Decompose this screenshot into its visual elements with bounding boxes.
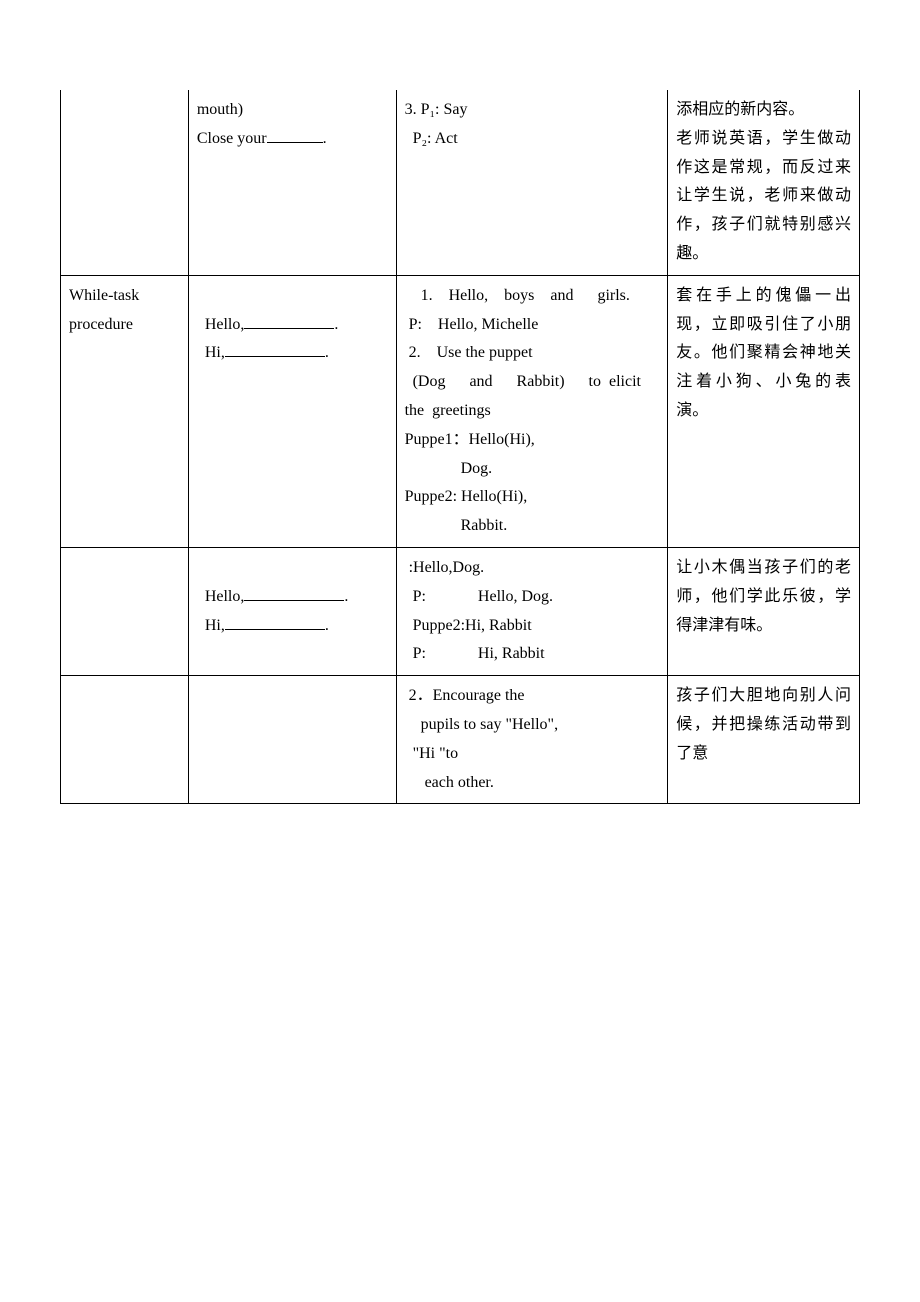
text-line: Close your. <box>197 125 388 154</box>
text-line <box>197 554 388 583</box>
text-line: 2. Use the puppet <box>405 339 660 368</box>
stage-cell <box>61 676 189 804</box>
content-cell: Hello,. Hi,. <box>188 275 396 547</box>
text-line: Dog. <box>405 455 660 484</box>
text-fragment: . <box>334 316 338 333</box>
text-line: Hello,. <box>197 583 388 612</box>
text-line: Puppe2: Hello(Hi), <box>405 483 660 512</box>
text-line: Hi,. <box>197 339 388 368</box>
table-row: 2．Encourage the pupils to say "Hello", "… <box>61 676 860 804</box>
text-fragment: Hello, <box>197 588 245 605</box>
text-line: each other. <box>405 769 660 798</box>
text-line: Hi,. <box>197 612 388 641</box>
table-row: While-task procedure Hello,. Hi,. 1. Hel… <box>61 275 860 547</box>
text-fragment: Hi, <box>197 344 225 361</box>
table-row: Hello,. Hi,. :Hello,Dog. P: Hello, Dog. … <box>61 547 860 675</box>
blank-field <box>267 126 323 143</box>
blank-field <box>225 340 325 357</box>
text-line: Rabbit. <box>405 512 660 541</box>
text-line: 3. P₁: Say <box>405 96 660 125</box>
table-row: mouth) Close your. 3. P₁: Say P₂: Act 添相… <box>61 90 860 275</box>
activity-cell: 3. P₁: Say P₂: Act <box>396 90 668 275</box>
activity-cell: 1. Hello, boys and girls. P: Hello, Mich… <box>396 275 668 547</box>
text-line: Puppe2:Hi, Rabbit <box>405 612 660 641</box>
text-line: "Hi "to <box>405 740 660 769</box>
text-line: P: Hello, Michelle <box>405 311 660 340</box>
stage-cell: While-task procedure <box>61 275 189 547</box>
text-fragment: . <box>325 617 329 634</box>
blank-field <box>244 584 344 601</box>
text-fragment: . <box>344 588 348 605</box>
stage-cell <box>61 547 189 675</box>
text-line: mouth) <box>197 96 388 125</box>
activity-cell: :Hello,Dog. P: Hello, Dog. Puppe2:Hi, Ra… <box>396 547 668 675</box>
text-fragment: Close your <box>197 130 267 147</box>
notes-cell: 让小木偶当孩子们的老师，他们学此乐彼，学得津津有味。 <box>668 547 860 675</box>
text-line <box>197 282 388 311</box>
document-page: mouth) Close your. 3. P₁: Say P₂: Act 添相… <box>0 0 920 864</box>
text-line: P: Hello, Dog. <box>405 583 660 612</box>
activity-cell: 2．Encourage the pupils to say "Hello", "… <box>396 676 668 804</box>
stage-cell <box>61 90 189 275</box>
lesson-plan-table: mouth) Close your. 3. P₁: Say P₂: Act 添相… <box>60 90 860 804</box>
text-fragment: . <box>323 130 327 147</box>
blank-field <box>225 613 325 630</box>
text-fragment: Hi, <box>197 617 225 634</box>
content-cell: mouth) Close your. <box>188 90 396 275</box>
text-fragment: Hello, <box>197 316 245 333</box>
content-cell <box>188 676 396 804</box>
text-line: P₂: Act <box>405 125 660 154</box>
text-fragment: . <box>325 344 329 361</box>
text-line: P: Hi, Rabbit <box>405 640 660 669</box>
notes-cell: 孩子们大胆地向别人问候，并把操练活动带到了意 <box>668 676 860 804</box>
notes-cell: 添相应的新内容。 老师说英语，学生做动作这是常规，而反过来让学生说，老师来做动作… <box>668 90 860 275</box>
text-line: pupils to say "Hello", <box>405 711 660 740</box>
text-line: Hello,. <box>197 311 388 340</box>
text-line: 1. Hello, boys and girls. <box>405 282 660 311</box>
notes-cell: 套在手上的傀儡一出现，立即吸引住了小朋友。他们聚精会神地关注着小狗、小兔的表演。 <box>668 275 860 547</box>
text-line: (Dog and Rabbit) to elicit the greetings <box>405 368 660 426</box>
text-line: 2．Encourage the <box>405 682 660 711</box>
content-cell: Hello,. Hi,. <box>188 547 396 675</box>
blank-field <box>244 312 334 329</box>
text-line: Puppe1：Hello(Hi), <box>405 426 660 455</box>
text-line: :Hello,Dog. <box>405 554 660 583</box>
